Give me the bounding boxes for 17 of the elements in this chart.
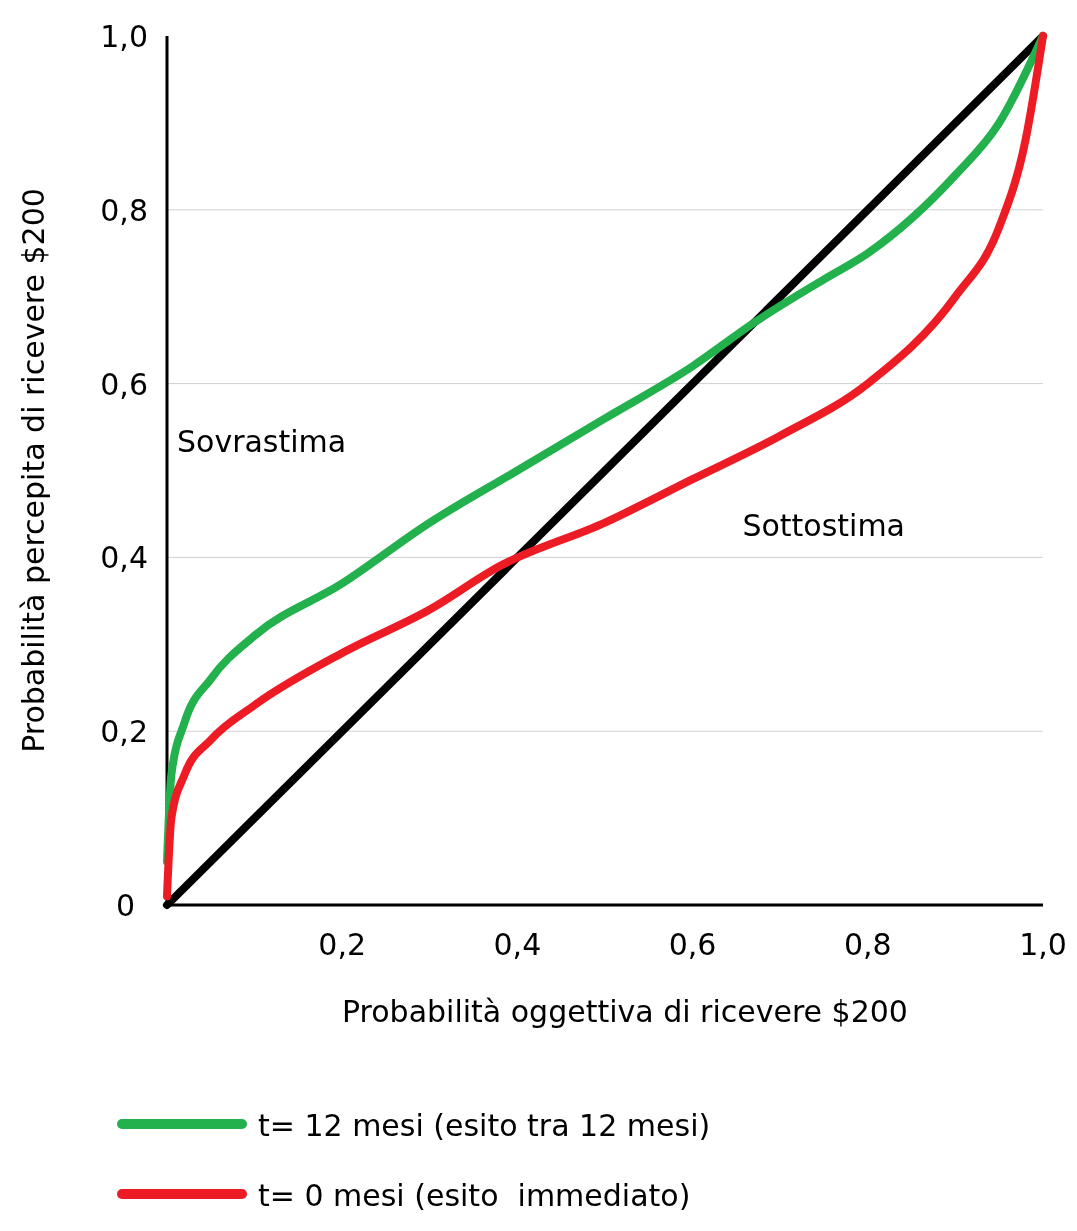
y-tick-label: 0,4 bbox=[100, 540, 148, 576]
x-tick-label: 0,4 bbox=[493, 927, 542, 962]
legend-label: t= 0 mesi (esito immediato) bbox=[258, 1178, 691, 1213]
annotation: Sovrastima bbox=[177, 424, 347, 459]
legend-label: t= 12 mesi (esito tra 12 mesi) bbox=[258, 1108, 711, 1143]
x-axis-title: Probabilità oggettiva di ricevere $200 bbox=[342, 994, 908, 1029]
x-tick-label: 0,6 bbox=[668, 927, 717, 962]
x-tick-label: 0,8 bbox=[843, 927, 892, 962]
y-tick-label: 0,6 bbox=[100, 366, 148, 402]
annotation: Sottostima bbox=[742, 508, 905, 543]
y-tick-label: 0 bbox=[115, 888, 135, 923]
y-tick-label: 1,0 bbox=[100, 19, 148, 54]
y-tick-label: 0,8 bbox=[100, 192, 148, 228]
x-tick-label: 1,0 bbox=[1019, 927, 1067, 962]
x-tick-label: 0,2 bbox=[318, 927, 367, 962]
y-tick-label: 0,2 bbox=[100, 714, 148, 750]
y-axis-title: Probabilità percepita di ricevere $200 bbox=[16, 188, 51, 753]
